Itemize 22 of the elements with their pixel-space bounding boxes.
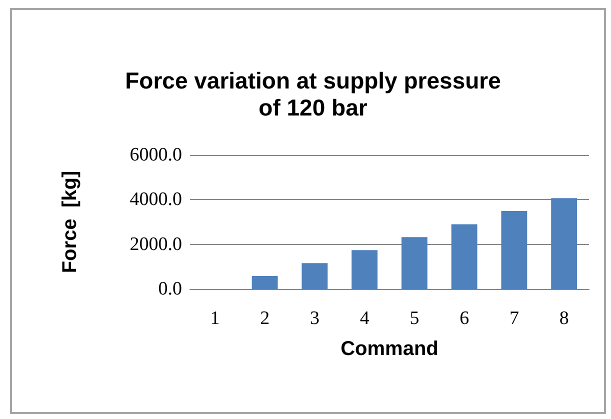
y-tick-label: 6000.0 (130, 144, 182, 166)
x-tick-label: 1 (210, 308, 220, 329)
y-tick-label: 2000.0 (130, 234, 182, 255)
y-tick-label: 4000.0 (130, 189, 182, 210)
bar (252, 276, 278, 289)
x-tick-label: 7 (509, 308, 519, 329)
bar (401, 237, 428, 289)
y-axis-title: Force [kg] (59, 170, 81, 274)
x-tick-label: 2 (260, 308, 270, 329)
x-tick-label: 8 (559, 308, 569, 329)
x-tick-label: 4 (360, 308, 370, 329)
y-tick-label: 0.0 (158, 278, 182, 300)
bar (551, 198, 578, 289)
chart-title: Force variation at supply pressure of 120 bar (125, 68, 501, 120)
bar (302, 263, 328, 289)
x-axis-title: Command (340, 338, 438, 360)
x-tick-label: 6 (460, 308, 470, 329)
bar (501, 211, 528, 289)
x-tick-label: 3 (310, 308, 320, 329)
x-tick-label: 5 (410, 308, 420, 329)
bar (451, 224, 478, 289)
bar (352, 250, 378, 289)
